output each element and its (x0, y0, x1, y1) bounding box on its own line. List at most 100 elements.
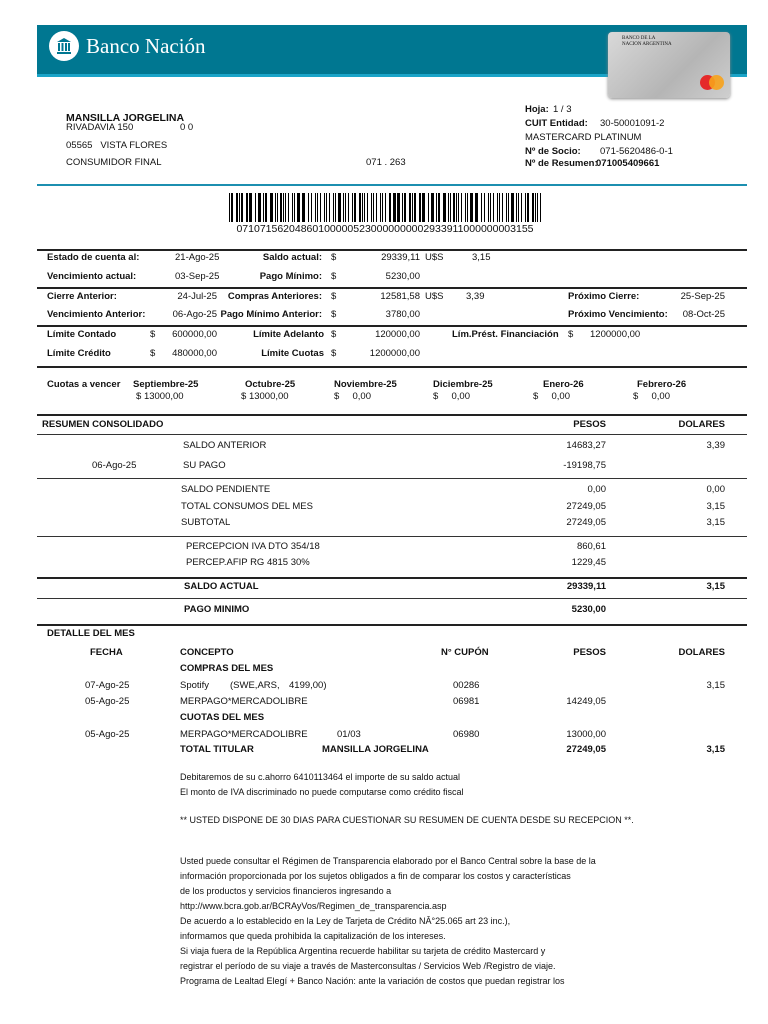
prox-cierre-value: 25-Sep-25 (680, 291, 725, 302)
barcode-bar (362, 193, 363, 222)
barcode-bar (302, 193, 305, 222)
pago-min-ant-value: 3780,00 (385, 309, 420, 320)
saldo-pesos: 29339,11 (381, 252, 420, 263)
mastercard-logo-icon (700, 75, 724, 90)
tx-pesos: 14249,05 (566, 696, 606, 707)
resumen-value: 071005409661 (596, 158, 660, 169)
tx-concept: Spotify (180, 680, 210, 691)
row-concept: TOTAL CONSUMOS DEL MES (181, 501, 313, 512)
col-pesos: PESOS (573, 647, 606, 658)
lim-prest-value: 1200000,00 (590, 329, 641, 340)
detalle-title: DETALLE DEL MES (47, 628, 135, 639)
divider (37, 325, 747, 327)
barcode-bar (397, 193, 400, 222)
row-concept: PERCEP.AFIP RG 4815 30% (186, 557, 310, 568)
cuota-month: Noviembre-25 (334, 379, 397, 390)
credit-card-image: BANCO DE LA NACION ARGENTINA (608, 32, 730, 98)
bcra-link[interactable]: http://www.bcra.gob.ar/BCRAyVos/Regimen_… (180, 901, 447, 911)
barcode-bar (402, 193, 403, 222)
branch-code: 071 . 263 (366, 157, 406, 168)
barcode-bar (239, 193, 240, 222)
barcode-bar (412, 193, 413, 222)
divider (37, 434, 747, 435)
lim-credito-value: 480000,00 (172, 348, 217, 359)
barcode-bar (488, 193, 489, 222)
barcode-bar (335, 193, 336, 222)
tx-pesos: 13000,00 (566, 729, 606, 740)
currency-symbol: $ (331, 348, 337, 359)
cuota-amount: $ 0,00 (633, 391, 670, 402)
barcode-bar (283, 193, 284, 222)
barcode-bar (535, 193, 536, 222)
barcode-bar (255, 193, 256, 222)
info-line: De acuerdo a lo establecido en la Ley de… (180, 916, 511, 926)
divider (37, 598, 747, 599)
currency-symbol: $ (331, 252, 337, 263)
row-concept: SUBTOTAL (181, 517, 231, 528)
currency-symbol: $ (331, 329, 337, 340)
barcode-bar (393, 193, 396, 222)
prox-venc-label: Próximo Vencimiento: (568, 309, 668, 320)
barcode-bar (508, 193, 509, 222)
barcode-bar (317, 193, 318, 222)
estado-label: Estado de cuenta al: (47, 252, 140, 263)
row-pesos: 860,61 (576, 541, 606, 552)
barcode-bar (294, 193, 295, 222)
row-dolares: 3,15 (706, 581, 726, 592)
socio-label: Nº de Socio: (525, 146, 581, 157)
barcode-bar (380, 193, 381, 222)
header-accent (37, 74, 747, 77)
tx-cupon: 00286 (453, 680, 480, 691)
col-pesos: PESOS (573, 419, 606, 430)
divider (37, 287, 747, 289)
barcode-bar (311, 193, 312, 222)
row-concept: SALDO ACTUAL (184, 581, 259, 592)
barcode-bar (499, 193, 500, 222)
barcode-bar (470, 193, 473, 222)
lim-contado-label: Límite Contado (47, 329, 117, 340)
row-pesos: -19198,75 (563, 460, 606, 471)
barcode-bar (275, 193, 276, 222)
cuota-amount-value: 13000,00 (143, 391, 184, 402)
lim-adelanto-label: Límite Adelanto (253, 329, 324, 340)
barcode-bar (516, 193, 517, 222)
compras-ant-usd: 3,39 (466, 291, 485, 302)
venc-label: Vencimiento actual: (47, 271, 137, 282)
bank-name: Banco Nación (86, 34, 206, 58)
row-dolares: 3,39 (706, 440, 726, 451)
barcode-bar (481, 193, 482, 222)
row-pesos: 0,00 (587, 484, 607, 495)
barcode-bar (532, 193, 534, 222)
saldo-usd: 3,15 (472, 252, 491, 263)
info-line: informamos que queda prohibida la capita… (180, 931, 446, 941)
tx-cupon: 06981 (453, 696, 480, 707)
estado-value: 21-Ago-25 (175, 252, 220, 263)
barcode-bar (338, 193, 341, 222)
prox-cierre-label: Próximo Cierre: (568, 291, 640, 302)
tx-date: 07-Ago-25 (85, 680, 130, 691)
row-pesos: 14683,27 (566, 440, 606, 451)
barcode-bar (518, 193, 519, 222)
iva-note: El monto de IVA discriminado no puede co… (180, 787, 464, 797)
info-line: registrar el período de su viaje a travé… (180, 961, 556, 971)
cuota-month: Enero-26 (543, 379, 584, 390)
total-dolares: 3,15 (706, 744, 726, 755)
cuota-amount: $ 13000,00 (136, 391, 184, 402)
tx-concept: MERPAGO*MERCADOLIBRE (180, 729, 308, 740)
col-concepto: CONCEPTO (180, 647, 234, 658)
currency-symbol: $ (331, 271, 337, 282)
currency-symbol: $ (150, 348, 156, 359)
row-pesos: 27249,05 (566, 501, 606, 512)
col-dolares: DOLARES (678, 647, 725, 658)
consolidado-title: RESUMEN CONSOLIDADO (42, 419, 164, 430)
row-dolares: 0,00 (706, 484, 726, 495)
currency-symbol: $ (568, 329, 574, 340)
card-bank-text: BANCO DE LA NACION ARGENTINA (622, 36, 672, 47)
cuota-amount-value: 0,00 (551, 391, 570, 402)
row-dolares: 3,15 (706, 501, 726, 512)
cuotas-title: CUOTAS DEL MES (180, 712, 265, 723)
tx-detail: 4199,00) (289, 680, 327, 691)
tx-detail: (SWE,ARS, (230, 680, 280, 691)
barcode-bar (422, 193, 425, 222)
barcode-bar (448, 193, 449, 222)
